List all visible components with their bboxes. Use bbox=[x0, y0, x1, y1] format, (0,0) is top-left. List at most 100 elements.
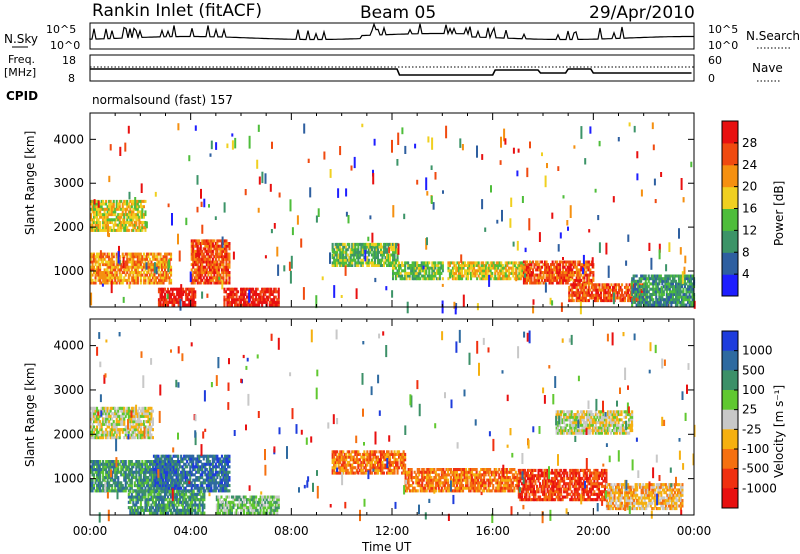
heatmap-cell bbox=[159, 257, 162, 261]
heatmap-cell bbox=[437, 266, 440, 270]
heatmap-cell bbox=[480, 271, 483, 275]
heatmap-cell bbox=[471, 264, 474, 267]
heatmap-cell bbox=[184, 476, 187, 480]
heatmap-cell bbox=[456, 274, 459, 278]
heatmap-cell bbox=[467, 274, 470, 278]
heatmap-cell bbox=[393, 248, 396, 252]
heatmap-cell bbox=[171, 486, 174, 490]
heatmap-cell bbox=[687, 295, 690, 299]
heatmap-cell bbox=[124, 478, 127, 482]
heatmap-cell bbox=[90, 268, 93, 272]
heatmap-cell bbox=[199, 265, 202, 269]
heatmap-cell bbox=[372, 264, 375, 267]
heatmap-cell bbox=[159, 263, 162, 267]
heatmap-cell bbox=[156, 255, 159, 259]
heatmap-cell bbox=[331, 249, 334, 253]
heatmap-cell bbox=[416, 261, 419, 265]
heatmap-cell bbox=[538, 278, 541, 282]
heatmap-cell bbox=[524, 263, 527, 267]
heatmap-cell bbox=[136, 486, 139, 490]
heatmap-cell bbox=[608, 288, 611, 292]
heatmap-cell bbox=[352, 253, 355, 257]
heatmap-cell bbox=[244, 300, 247, 304]
heatmap-cell bbox=[130, 465, 133, 469]
heatmap-cell bbox=[144, 213, 147, 217]
heatmap-cell bbox=[592, 293, 595, 297]
heatmap-cell bbox=[398, 269, 401, 273]
heatmap-cell bbox=[376, 250, 379, 254]
heatmap-cell bbox=[114, 484, 117, 488]
heatmap-cell bbox=[93, 406, 96, 410]
heatmap-cell bbox=[525, 268, 528, 272]
heatmap-cell bbox=[181, 465, 184, 469]
heatmap-cell bbox=[271, 298, 274, 302]
heatmap-cell bbox=[96, 420, 99, 424]
heatmap-cell bbox=[384, 261, 387, 265]
heatmap-cell bbox=[336, 253, 339, 257]
heatmap-cell bbox=[97, 476, 100, 480]
heatmap-cell bbox=[252, 303, 255, 307]
heatmap-cell bbox=[339, 258, 342, 262]
heatmap-cell bbox=[586, 293, 589, 297]
heatmap-cell bbox=[223, 257, 226, 261]
heatmap-cell bbox=[126, 473, 129, 477]
heatmap-cell bbox=[120, 221, 123, 224]
heatmap-cell bbox=[668, 282, 671, 286]
heatmap-cell bbox=[238, 300, 241, 304]
heatmap-cell bbox=[155, 470, 158, 474]
heatmap-cell bbox=[340, 261, 343, 265]
heatmap-cell bbox=[273, 295, 276, 299]
heatmap-cell bbox=[664, 285, 667, 289]
heatmap-cell bbox=[587, 278, 590, 282]
heatmap-cell bbox=[91, 433, 94, 437]
heatmap-cell bbox=[521, 261, 524, 265]
heatmap-cell bbox=[226, 257, 229, 261]
heatmap-cell bbox=[534, 273, 537, 277]
heatmap-cell bbox=[120, 486, 123, 490]
heatmap-cell bbox=[199, 484, 202, 488]
heatmap-cell bbox=[171, 484, 174, 488]
heatmap-cell bbox=[155, 481, 158, 485]
heatmap-cell bbox=[333, 264, 336, 267]
heatmap-cell bbox=[174, 478, 177, 482]
heatmap-cell bbox=[262, 300, 265, 304]
heatmap-cell bbox=[135, 271, 138, 274]
heatmap-cell bbox=[414, 274, 417, 278]
heatmap-cell bbox=[361, 242, 364, 246]
heatmap-cell bbox=[124, 489, 127, 493]
heatmap-cell bbox=[230, 293, 233, 296]
heatmap-cell bbox=[100, 406, 103, 410]
heatmap-cell bbox=[123, 476, 126, 480]
heatmap-cell bbox=[138, 221, 141, 224]
heatmap-cell bbox=[91, 422, 94, 426]
heatmap-cell bbox=[121, 207, 124, 211]
heatmap-cell bbox=[202, 255, 205, 259]
heatmap-cell bbox=[189, 476, 192, 480]
heatmap-cell bbox=[136, 281, 139, 285]
heatmap-cell bbox=[516, 264, 519, 267]
heatmap-cell bbox=[580, 296, 583, 300]
heatmap-cell bbox=[207, 265, 210, 269]
heatmap-cell bbox=[289, 270, 292, 284]
heatmap-cell bbox=[129, 223, 132, 227]
heatmap-cell bbox=[142, 265, 145, 269]
heatmap-cell bbox=[115, 276, 118, 280]
heatmap-cell bbox=[216, 278, 219, 282]
heatmap-cell bbox=[99, 425, 102, 429]
heatmap-cell bbox=[578, 268, 581, 272]
heatmap-cell bbox=[577, 299, 580, 303]
heatmap-cell bbox=[123, 428, 126, 432]
heatmap-cell bbox=[105, 221, 108, 224]
heatmap-cell bbox=[376, 261, 379, 265]
heatmap-cell bbox=[124, 252, 127, 256]
heatmap-cell bbox=[665, 264, 668, 272]
heatmap-cell bbox=[524, 271, 527, 274]
heatmap-cell bbox=[190, 273, 193, 277]
date-title: 29/Apr/2010 bbox=[589, 3, 695, 23]
heatmap-cell bbox=[545, 271, 548, 274]
heatmap-cell bbox=[190, 460, 193, 464]
heatmap-cell bbox=[566, 281, 569, 285]
heatmap-cell bbox=[271, 293, 274, 296]
heatmap-cell bbox=[683, 274, 686, 278]
heatmap-cell bbox=[147, 486, 150, 490]
